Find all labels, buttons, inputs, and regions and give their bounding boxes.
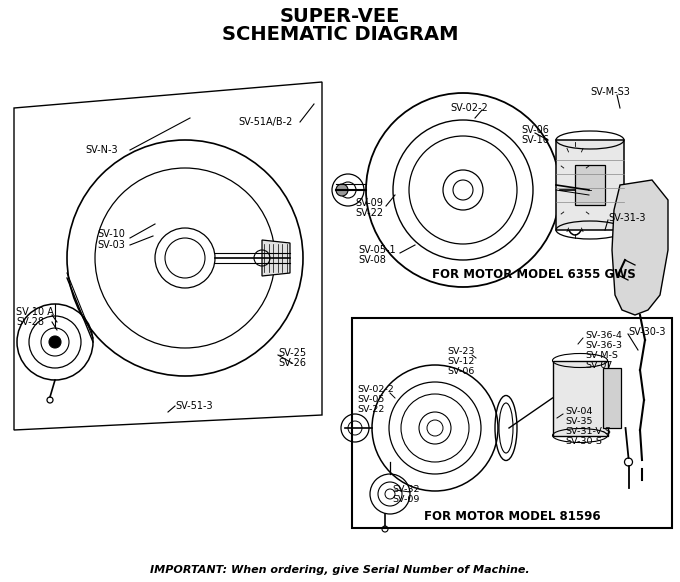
Text: SV-05: SV-05 — [357, 396, 384, 404]
Text: SV-06: SV-06 — [521, 125, 549, 135]
Text: SV-M-S: SV-M-S — [585, 352, 618, 360]
Text: SV-09: SV-09 — [355, 198, 383, 208]
Text: IMPORTANT: When ordering, give Serial Number of Machine.: IMPORTANT: When ordering, give Serial Nu… — [150, 565, 530, 575]
Text: FOR MOTOR MODEL 6355 GWS: FOR MOTOR MODEL 6355 GWS — [432, 268, 636, 281]
Text: SV-30-3: SV-30-3 — [628, 327, 666, 337]
Text: SV-12: SV-12 — [447, 357, 475, 367]
Bar — [575, 165, 605, 205]
Text: SV-26: SV-26 — [278, 358, 306, 368]
Text: SV-51-3: SV-51-3 — [175, 401, 213, 411]
Text: SV-02-2: SV-02-2 — [357, 385, 394, 395]
Text: SV-07: SV-07 — [585, 361, 613, 371]
Text: SV-25: SV-25 — [278, 348, 306, 358]
Text: SV-09: SV-09 — [392, 495, 420, 505]
Text: SV-03: SV-03 — [97, 240, 125, 250]
Text: SV-10: SV-10 — [97, 229, 125, 239]
Text: SV-31-V-S: SV-31-V-S — [565, 428, 611, 436]
Text: SV-06: SV-06 — [447, 367, 475, 377]
Text: SUPER-VEE: SUPER-VEE — [279, 8, 401, 27]
Text: SV-22: SV-22 — [355, 208, 383, 218]
Text: SV-05-1: SV-05-1 — [358, 245, 396, 255]
Polygon shape — [262, 240, 290, 276]
Text: SV 10 A: SV 10 A — [16, 307, 54, 317]
Text: SV-32: SV-32 — [392, 485, 420, 495]
Text: SV-N-3: SV-N-3 — [85, 145, 118, 155]
Text: SV-04: SV-04 — [565, 407, 592, 417]
Text: SV-36-4: SV-36-4 — [585, 332, 622, 340]
Text: SV-31-3: SV-31-3 — [608, 213, 645, 223]
Text: SV-22: SV-22 — [357, 406, 384, 414]
Text: SCHEMATIC DIAGRAM: SCHEMATIC DIAGRAM — [222, 24, 458, 44]
Text: SV-36-3: SV-36-3 — [585, 342, 622, 350]
Bar — [556, 140, 624, 230]
Polygon shape — [612, 180, 668, 315]
Circle shape — [336, 184, 348, 196]
Text: SV-16: SV-16 — [521, 135, 549, 145]
Text: SV-28: SV-28 — [16, 317, 44, 327]
Text: SV-30-S: SV-30-S — [565, 438, 602, 446]
Bar — [552, 360, 607, 435]
Circle shape — [49, 336, 61, 348]
Bar — [602, 368, 620, 428]
Text: SV-02-2: SV-02-2 — [450, 103, 488, 113]
Text: SV-08: SV-08 — [358, 255, 386, 265]
Text: SV-M-S3: SV-M-S3 — [590, 87, 630, 97]
Text: FOR MOTOR MODEL 81596: FOR MOTOR MODEL 81596 — [424, 509, 600, 523]
Text: SV-35: SV-35 — [565, 417, 592, 427]
Bar — [352, 318, 672, 528]
Text: SV-51A/B-2: SV-51A/B-2 — [238, 117, 292, 127]
Text: SV-23: SV-23 — [447, 347, 475, 357]
